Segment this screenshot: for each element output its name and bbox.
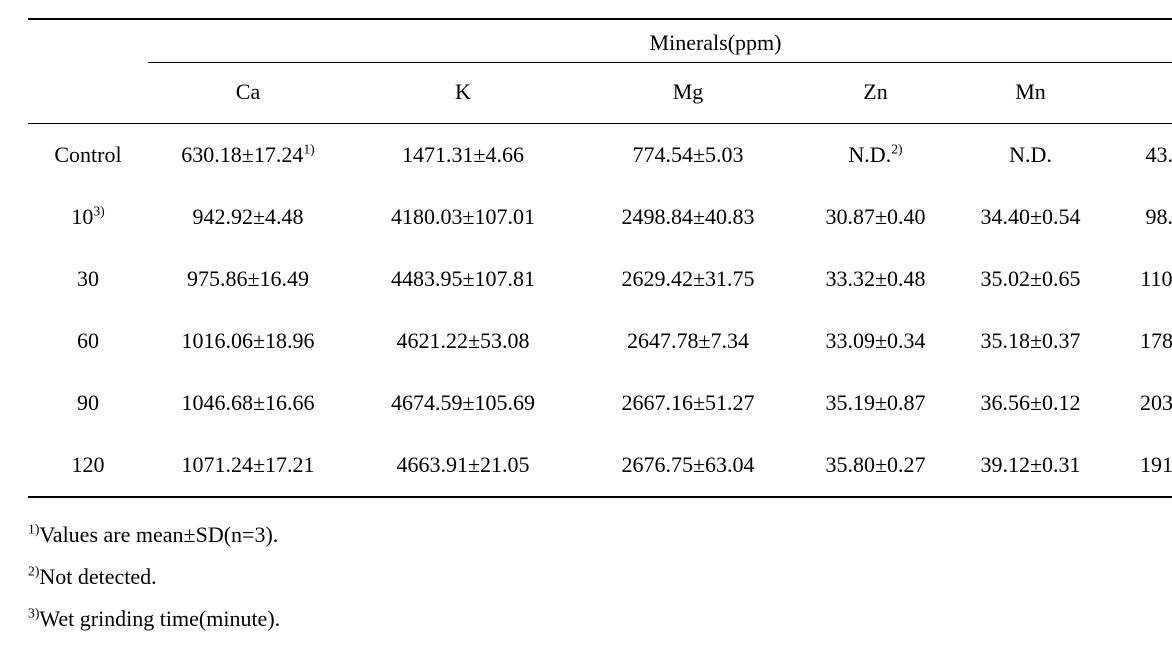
column-header-row: Ca K Mg Zn Mn Fe: [28, 63, 1172, 124]
cell: 1016.06±18.96: [148, 310, 348, 372]
cell: 4621.22±53.08: [348, 310, 578, 372]
footnotes: 1)Values are mean±SD(n=3). 2)Not detecte…: [28, 514, 1144, 639]
cell: 1071.24±17.21: [148, 434, 348, 497]
col-header-ca: Ca: [148, 63, 348, 124]
cell: N.D.: [953, 124, 1108, 186]
table-row: Control 630.18±17.241) 1471.31±4.66 774.…: [28, 124, 1172, 186]
cell: 43.62±0.20: [1108, 124, 1172, 186]
cell: 178.60±1.50: [1108, 310, 1172, 372]
row-label: 90: [28, 372, 148, 434]
table-row: 90 1046.68±16.66 4674.59±105.69 2667.16±…: [28, 372, 1172, 434]
table-row: 60 1016.06±18.96 4621.22±53.08 2647.78±7…: [28, 310, 1172, 372]
cell: 4674.59±105.69: [348, 372, 578, 434]
col-header-mn: Mn: [953, 63, 1108, 124]
col-header-zn: Zn: [798, 63, 953, 124]
cell: 4180.03±107.01: [348, 186, 578, 248]
row-label: 103): [28, 186, 148, 248]
cell: 2647.78±7.34: [578, 310, 798, 372]
cell: 942.92±4.48: [148, 186, 348, 248]
col-header-fe: Fe: [1108, 63, 1172, 124]
cell: 191.10±1.50: [1108, 434, 1172, 497]
table-bottom-rule: [28, 497, 1172, 498]
cell: 36.56±0.12: [953, 372, 1108, 434]
row-label: 30: [28, 248, 148, 310]
cell: 35.02±0.65: [953, 248, 1108, 310]
cell: 39.12±0.31: [953, 434, 1108, 497]
cell: 33.09±0.34: [798, 310, 953, 372]
cell: 34.40±0.54: [953, 186, 1108, 248]
column-spanner: Minerals(ppm): [148, 20, 1172, 63]
cell: 35.19±0.87: [798, 372, 953, 434]
cell: 2667.16±51.27: [578, 372, 798, 434]
cell: 203.72±4.49: [1108, 372, 1172, 434]
table-row: 120 1071.24±17.21 4663.91±21.05 2676.75±…: [28, 434, 1172, 497]
cell: N.D.2): [798, 124, 953, 186]
row-label-empty: [28, 20, 148, 63]
cell: 4663.91±21.05: [348, 434, 578, 497]
cell: 4483.95±107.81: [348, 248, 578, 310]
cell: 98.46±5.84: [1108, 186, 1172, 248]
cell: 975.86±16.49: [148, 248, 348, 310]
cell: 2498.84±40.83: [578, 186, 798, 248]
row-label-header-empty: [28, 63, 148, 124]
cell: 110.96±5.08: [1108, 248, 1172, 310]
cell: 35.80±0.27: [798, 434, 953, 497]
footnote: 3)Wet grinding time(minute).: [28, 598, 1144, 640]
table-row: 30 975.86±16.49 4483.95±107.81 2629.42±3…: [28, 248, 1172, 310]
col-header-k: K: [348, 63, 578, 124]
footnote: 1)Values are mean±SD(n=3).: [28, 514, 1144, 556]
col-header-mg: Mg: [578, 63, 798, 124]
minerals-table: Minerals(ppm) Ca K Mg Zn Mn Fe Control 6…: [28, 18, 1172, 498]
cell: 2676.75±63.04: [578, 434, 798, 497]
cell: 33.32±0.48: [798, 248, 953, 310]
cell: 630.18±17.241): [148, 124, 348, 186]
table-row: 103) 942.92±4.48 4180.03±107.01 2498.84±…: [28, 186, 1172, 248]
row-label: 120: [28, 434, 148, 497]
cell: 2629.42±31.75: [578, 248, 798, 310]
cell: 30.87±0.40: [798, 186, 953, 248]
footnote: 2)Not detected.: [28, 556, 1144, 598]
row-label: 60: [28, 310, 148, 372]
row-label: Control: [28, 124, 148, 186]
cell: 1471.31±4.66: [348, 124, 578, 186]
cell: 1046.68±16.66: [148, 372, 348, 434]
cell: 774.54±5.03: [578, 124, 798, 186]
cell: 35.18±0.37: [953, 310, 1108, 372]
